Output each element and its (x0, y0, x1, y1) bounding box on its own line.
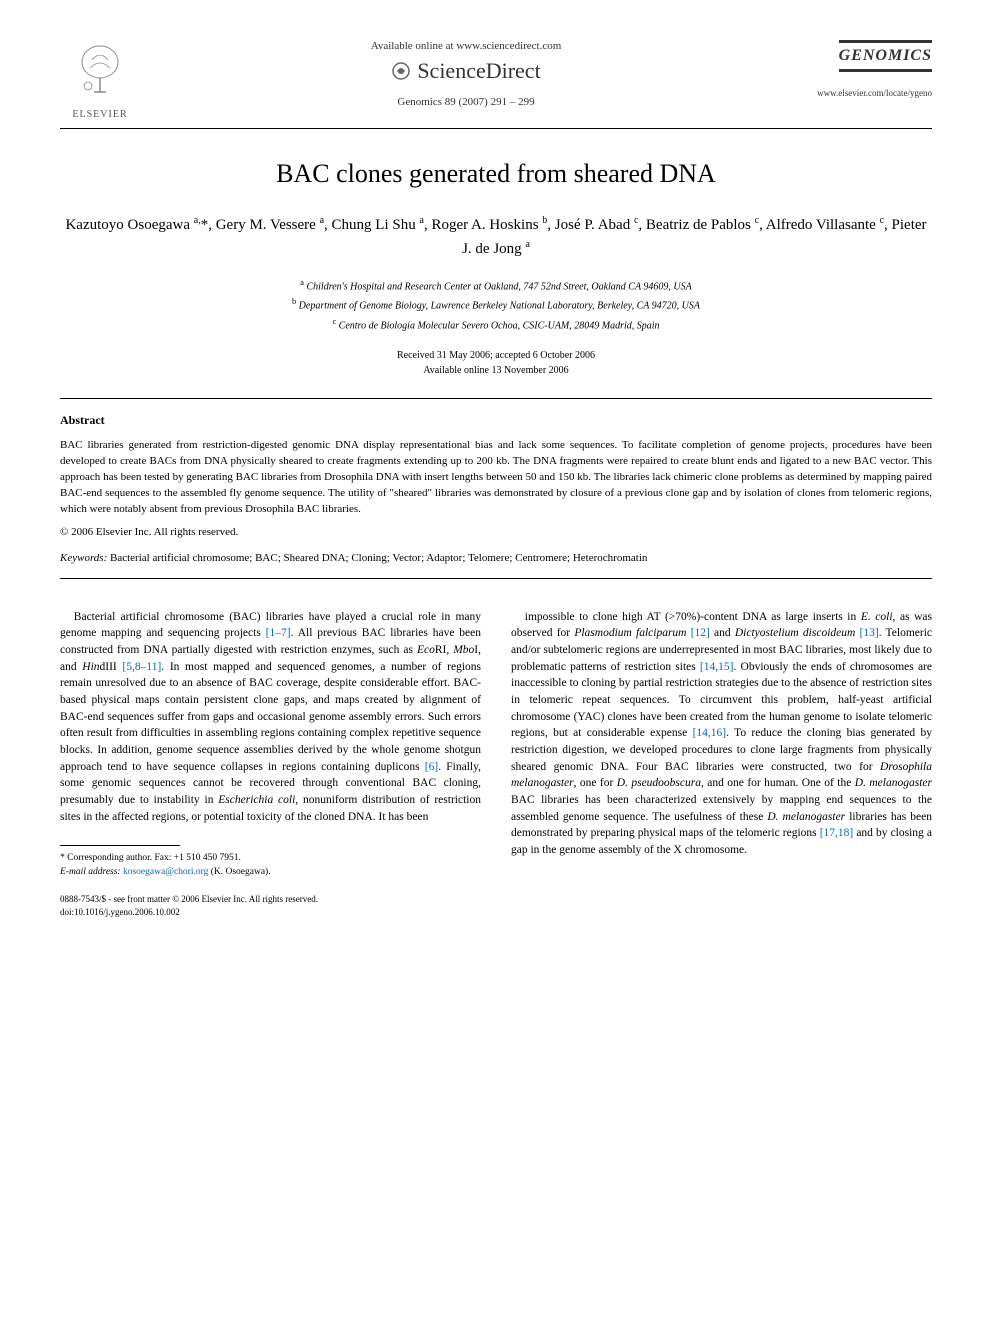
footer-doi: doi:10.1016/j.ygeno.2006.10.002 (60, 906, 481, 919)
email-label: E-mail address: (60, 867, 121, 877)
footer-line-1: 0888-7543/$ - see front matter © 2006 El… (60, 893, 481, 906)
column-right: impossible to clone high AT (>70%)-conte… (511, 609, 932, 919)
abstract-copyright: © 2006 Elsevier Inc. All rights reserved… (60, 526, 932, 538)
article-title: BAC clones generated from sheared DNA (60, 159, 932, 189)
header-divider (60, 128, 932, 129)
abstract-top-divider (60, 398, 932, 399)
elsevier-tree-icon (70, 40, 130, 100)
sciencedirect-icon (391, 61, 411, 81)
sciencedirect-logo: ScienceDirect (140, 58, 792, 84)
journal-logo-block: GENOMICS www.elsevier.com/locate/ygeno (792, 40, 932, 98)
elsevier-logo: ELSEVIER (60, 40, 140, 120)
email-suffix: (K. Osoegawa). (208, 867, 270, 877)
footer-copyright: 0888-7543/$ - see front matter © 2006 El… (60, 893, 481, 918)
abstract-text: BAC libraries generated from restriction… (60, 438, 932, 518)
received-date: Received 31 May 2006; accepted 6 October… (60, 348, 932, 363)
body-columns: Bacterial artificial chromosome (BAC) li… (60, 609, 932, 919)
body-paragraph-1: Bacterial artificial chromosome (BAC) li… (60, 609, 481, 826)
affiliation-c: c Centro de Biología Molecular Severo Oc… (60, 315, 932, 334)
online-date: Available online 13 November 2006 (60, 363, 932, 378)
journal-url: www.elsevier.com/locate/ygeno (792, 88, 932, 98)
journal-name: GENOMICS (839, 40, 932, 72)
affiliations: a Children's Hospital and Research Cente… (60, 276, 932, 334)
keywords-label: Keywords: (60, 552, 107, 564)
corresponding-author-note: * Corresponding author. Fax: +1 510 450 … (60, 852, 481, 879)
footnote-separator (60, 845, 180, 846)
body-paragraph-2: impossible to clone high AT (>70%)-conte… (511, 609, 932, 859)
abstract-heading: Abstract (60, 413, 932, 428)
affiliation-a: a Children's Hospital and Research Cente… (60, 276, 932, 295)
citation-line: Genomics 89 (2007) 291 – 299 (140, 96, 792, 108)
email-link[interactable]: kosoegawa@chori.org (123, 867, 208, 877)
corresponding-email-line: E-mail address: kosoegawa@chori.org (K. … (60, 866, 481, 879)
center-header: Available online at www.sciencedirect.co… (140, 40, 792, 108)
article-dates: Received 31 May 2006; accepted 6 October… (60, 348, 932, 378)
elsevier-label: ELSEVIER (60, 109, 140, 120)
header-row: ELSEVIER Available online at www.science… (60, 40, 932, 120)
affiliation-b: b Department of Genome Biology, Lawrence… (60, 295, 932, 314)
sciencedirect-text: ScienceDirect (417, 58, 540, 84)
keywords-text: Bacterial artificial chromosome; BAC; Sh… (107, 552, 647, 564)
keywords-line: Keywords: Bacterial artificial chromosom… (60, 552, 932, 564)
authors-list: Kazutoyo Osoegawa a,*, Gery M. Vessere a… (60, 213, 932, 260)
corresponding-fax: * Corresponding author. Fax: +1 510 450 … (60, 852, 481, 865)
available-online-text: Available online at www.sciencedirect.co… (140, 40, 792, 52)
keywords-bottom-divider (60, 578, 932, 579)
column-left: Bacterial artificial chromosome (BAC) li… (60, 609, 481, 919)
